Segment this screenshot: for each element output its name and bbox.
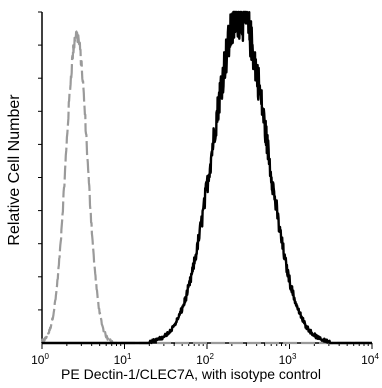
x-tick-label: 103	[279, 352, 297, 367]
x-tick-label: 104	[361, 352, 379, 367]
y-axis-ticks	[38, 11, 42, 311]
y-axis-label-wrap: Relative Cell Number	[2, 0, 28, 340]
isotype-control-histogram	[40, 30, 373, 345]
dectin1-histogram	[41, 10, 373, 345]
x-axis-label: PE Dectin-1/CLEC7A, with isotype control	[61, 366, 321, 382]
y-axis-label: Relative Cell Number	[6, 94, 23, 246]
x-tick-label: 101	[114, 352, 132, 367]
x-axis-ticks: 100 101 102 103 104	[31, 343, 379, 367]
x-tick-label: 100	[31, 352, 49, 367]
histogram-series	[40, 10, 373, 345]
x-tick-label: 102	[196, 352, 214, 367]
